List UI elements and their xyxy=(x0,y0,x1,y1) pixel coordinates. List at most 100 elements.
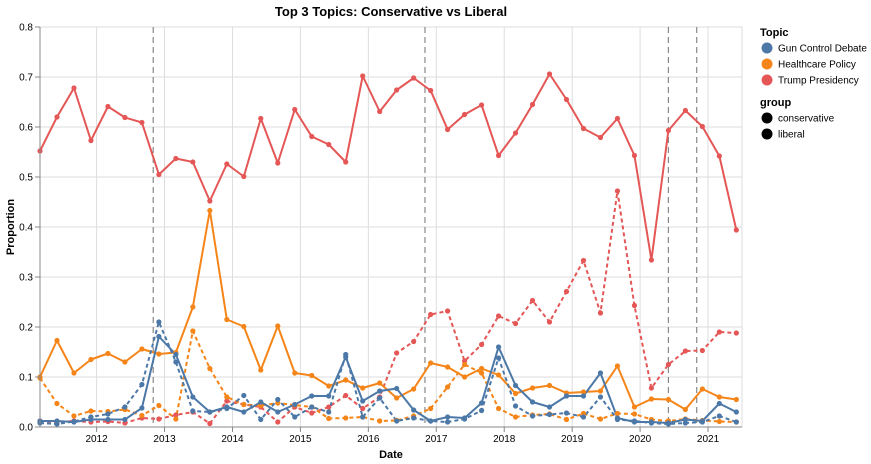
y-tick-label: 0.1 xyxy=(19,373,33,384)
data-point-trump-presidency-conservative xyxy=(461,111,468,118)
data-point-healthcare-policy-conservative xyxy=(139,346,145,352)
legend-label: Healthcare Policy xyxy=(778,60,856,71)
data-point-gun-control-debate-liberal xyxy=(716,413,722,419)
data-point-gun-control-debate-liberal xyxy=(495,355,502,361)
data-point-gun-control-debate-conservative xyxy=(360,398,366,404)
data-point-trump-presidency-conservative xyxy=(428,87,434,94)
data-point-gun-control-debate-conservative xyxy=(394,385,400,392)
data-point-gun-control-debate-conservative xyxy=(173,351,179,358)
x-tick-label: 2021 xyxy=(697,434,720,445)
data-point-trump-presidency-conservative xyxy=(173,155,179,162)
data-point-healthcare-policy-liberal xyxy=(631,411,638,417)
data-point-trump-presidency-conservative xyxy=(614,115,621,122)
data-point-gun-control-debate-liberal xyxy=(699,419,705,425)
data-point-trump-presidency-liberal xyxy=(445,308,451,314)
data-point-gun-control-debate-liberal xyxy=(377,395,383,401)
data-point-gun-control-debate-liberal xyxy=(207,409,213,415)
data-point-healthcare-policy-conservative xyxy=(122,359,128,365)
data-point-trump-presidency-conservative xyxy=(445,126,451,133)
data-point-healthcare-policy-conservative xyxy=(478,365,485,372)
data-point-trump-presidency-conservative xyxy=(71,85,77,91)
series-lines xyxy=(39,73,738,425)
data-point-healthcare-policy-liberal xyxy=(224,394,230,400)
legend-swatch xyxy=(761,42,773,54)
data-point-healthcare-policy-conservative xyxy=(631,404,638,410)
data-point-trump-presidency-conservative xyxy=(699,123,705,130)
data-point-gun-control-debate-liberal xyxy=(139,381,145,388)
data-point-trump-presidency-conservative xyxy=(580,125,587,132)
data-point-trump-presidency-conservative xyxy=(529,101,536,108)
data-point-healthcare-policy-liberal xyxy=(71,413,77,419)
data-point-trump-presidency-conservative xyxy=(377,108,383,115)
data-point-trump-presidency-conservative xyxy=(156,171,162,178)
y-axis: 0.0 0.1 0.2 0.3 0.4 0.5 0.6 0.7 0.8 xyxy=(19,23,41,434)
data-point-gun-control-debate-conservative xyxy=(445,414,451,420)
data-point-healthcare-policy-conservative xyxy=(207,207,213,214)
y-tick-label: 0.3 xyxy=(19,273,33,284)
data-point-trump-presidency-liberal xyxy=(275,419,281,425)
data-point-trump-presidency-conservative xyxy=(258,115,264,122)
x-axis: 2012 2013 2014 2015 2016 2017 2018 2019 2020 2021 xyxy=(40,426,742,445)
legend-title-group: group xyxy=(760,97,791,109)
data-point-gun-control-debate-liberal xyxy=(648,420,655,426)
data-point-healthcare-policy-conservative xyxy=(733,396,739,403)
data-point-gun-control-debate-liberal xyxy=(546,411,553,418)
data-point-gun-control-debate-liberal xyxy=(580,414,587,420)
data-point-trump-presidency-conservative xyxy=(88,137,94,144)
data-point-gun-control-debate-liberal xyxy=(360,414,366,420)
data-point-healthcare-policy-conservative xyxy=(428,360,434,366)
data-point-trump-presidency-liberal xyxy=(360,405,366,412)
x-tick-label: 2019 xyxy=(561,434,584,445)
data-point-trump-presidency-liberal xyxy=(733,330,739,336)
data-point-gun-control-debate-liberal xyxy=(241,392,247,399)
data-point-gun-control-debate-liberal xyxy=(173,359,179,365)
data-point-gun-control-debate-liberal xyxy=(428,418,434,424)
data-point-healthcare-policy-conservative xyxy=(292,370,298,376)
data-point-trump-presidency-conservative xyxy=(326,141,332,148)
data-point-gun-control-debate-liberal xyxy=(275,396,281,403)
legend-group-symbol xyxy=(761,128,773,140)
data-point-gun-control-debate-liberal xyxy=(614,416,621,423)
data-point-gun-control-debate-liberal xyxy=(309,404,315,410)
legend-label: Gun Control Debate xyxy=(778,44,867,55)
data-point-gun-control-debate-conservative xyxy=(105,416,111,423)
data-point-trump-presidency-liberal xyxy=(309,410,315,416)
x-gridlines xyxy=(96,27,709,427)
data-point-healthcare-policy-liberal xyxy=(326,415,332,422)
data-point-trump-presidency-conservative xyxy=(292,106,298,113)
data-point-gun-control-debate-conservative xyxy=(411,407,417,413)
data-point-healthcare-policy-liberal xyxy=(478,370,485,376)
data-point-gun-control-debate-liberal xyxy=(190,408,196,414)
data-point-healthcare-policy-conservative xyxy=(377,380,383,386)
data-point-healthcare-policy-conservative xyxy=(682,406,688,413)
data-point-trump-presidency-liberal xyxy=(716,329,722,335)
data-point-trump-presidency-liberal xyxy=(648,385,655,391)
data-point-healthcare-policy-liberal xyxy=(377,418,383,424)
legend-group-label: conservative xyxy=(778,114,835,125)
data-point-gun-control-debate-liberal xyxy=(343,351,349,358)
data-point-trump-presidency-conservative xyxy=(478,102,485,108)
data-point-healthcare-policy-conservative xyxy=(512,390,519,397)
data-point-gun-control-debate-liberal xyxy=(529,413,536,419)
data-point-healthcare-policy-liberal xyxy=(563,416,570,423)
data-point-healthcare-policy-liberal xyxy=(428,405,434,412)
x-tick-label: 2013 xyxy=(153,434,176,445)
data-point-trump-presidency-conservative xyxy=(546,71,553,77)
y-tick-label: 0.0 xyxy=(19,423,33,434)
y-tick-label: 0.8 xyxy=(19,23,33,34)
data-point-gun-control-debate-conservative xyxy=(275,409,281,415)
data-point-trump-presidency-liberal xyxy=(173,412,179,418)
legend-group-symbol xyxy=(761,112,773,124)
series-line-gun-control-debate-conservative xyxy=(40,335,737,424)
legend-title-topic: Topic xyxy=(760,27,789,39)
data-point-gun-control-debate-liberal xyxy=(105,411,111,417)
data-point-trump-presidency-liberal xyxy=(529,297,536,304)
data-point-trump-presidency-conservative xyxy=(394,87,400,93)
data-point-trump-presidency-liberal xyxy=(394,350,400,356)
data-point-healthcare-policy-liberal xyxy=(716,418,722,425)
data-point-trump-presidency-conservative xyxy=(309,133,315,140)
data-point-healthcare-policy-conservative xyxy=(309,372,315,379)
data-point-healthcare-policy-liberal xyxy=(495,405,502,412)
legend-swatch xyxy=(761,58,773,70)
data-point-trump-presidency-liberal xyxy=(546,319,553,325)
